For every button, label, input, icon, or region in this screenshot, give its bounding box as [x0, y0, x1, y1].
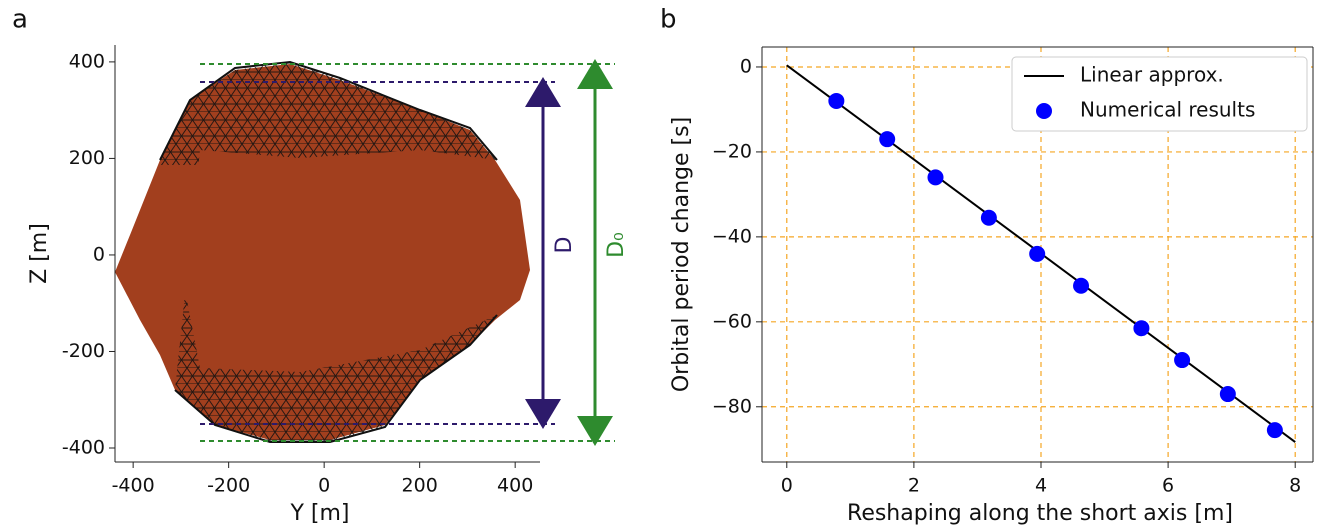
point	[980, 209, 997, 226]
label-d0: D₀	[604, 232, 629, 258]
x-axis-label: Reshaping along the short axis [m]	[847, 501, 1233, 526]
label-d: D	[552, 237, 577, 254]
point	[1029, 245, 1046, 262]
y-tick-label: -400	[62, 437, 105, 459]
x-tick-label: 200	[402, 475, 438, 497]
y-tick-label: 400	[69, 50, 105, 72]
point	[1219, 386, 1236, 403]
x-tick-label: 6	[1162, 475, 1174, 497]
point	[1073, 277, 1090, 294]
x-axis-label: Y [m]	[289, 501, 349, 526]
point	[879, 131, 896, 148]
x-tick-label: 2	[908, 475, 920, 497]
legend-box	[1011, 56, 1308, 132]
panel-label: b	[660, 5, 677, 35]
point	[828, 92, 845, 109]
legend-label: Linear approx.	[1080, 63, 1224, 87]
y-tick-label: 0	[93, 243, 105, 265]
asteroid-shape	[115, 60, 530, 443]
y-axis-label: Z [m]	[27, 223, 52, 284]
x-tick-label: 8	[1289, 475, 1301, 497]
point	[1266, 422, 1283, 439]
legend-label: Numerical results	[1080, 98, 1255, 122]
y-tick-label: −20	[712, 140, 752, 162]
y-tick-label: 0	[740, 55, 752, 77]
point	[1174, 352, 1191, 369]
legend-swatch	[1036, 103, 1052, 119]
point	[1133, 320, 1150, 337]
y-axis-label: Orbital period change [s]	[669, 117, 694, 392]
x-tick-label: -400	[112, 475, 155, 497]
x-tick-label: 400	[497, 475, 533, 497]
panel-label: a	[12, 5, 28, 35]
extent-lines	[200, 63, 615, 442]
point	[927, 169, 944, 186]
x-tick-label: 4	[1035, 475, 1047, 497]
y-tick-label: 200	[69, 147, 105, 169]
y-tick-label: −80	[712, 395, 752, 417]
y-tick-label: -200	[62, 340, 105, 362]
y-tick-label: −40	[712, 225, 752, 247]
y-tick-label: −60	[712, 310, 752, 332]
x-tick-label: 0	[781, 475, 793, 497]
x-tick-label: 0	[318, 475, 330, 497]
x-tick-label: -200	[207, 475, 250, 497]
